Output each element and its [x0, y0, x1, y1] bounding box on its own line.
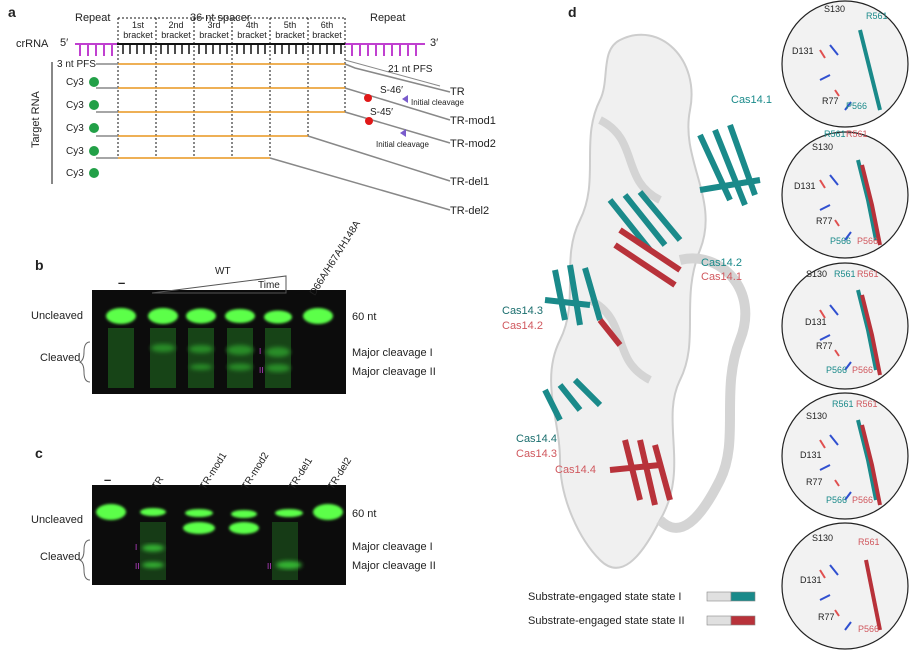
pfs21-label: 21 nt PFS: [388, 64, 433, 75]
repeat-right-label: Repeat: [370, 12, 406, 24]
initial-cleavage-2-label: Initial cleavage: [376, 140, 429, 149]
bracket-5-label: 5th bracket: [275, 20, 305, 40]
c-cleaved-label: Cleaved: [40, 551, 81, 563]
three-prime-label: 3′: [430, 37, 439, 49]
c-roman-1: I: [135, 543, 138, 552]
inset4-p566-a: P566: [826, 495, 848, 505]
inset3-r561-a: R561: [834, 269, 856, 279]
inset4-r561-b: R561: [856, 399, 878, 409]
inset4-d131: D131: [800, 450, 822, 460]
cas14-2-red-label: Cas14.2: [502, 320, 543, 332]
s46-label: S-46′: [380, 85, 403, 96]
inset3-r77: R77: [816, 341, 833, 351]
c-60nt-label: 60 nt: [352, 508, 377, 520]
b-wt-label: WT: [215, 266, 231, 277]
repeat-left-label: Repeat: [75, 12, 111, 24]
inset5-r77: R77: [818, 612, 835, 622]
panel-label-b: b: [35, 257, 44, 273]
cas14-3-red-label: Cas14.3: [516, 448, 557, 460]
cy3-label-4: Cy3: [66, 146, 84, 157]
c-lane-dash: –: [104, 472, 112, 487]
inset3-d131: D131: [805, 317, 827, 327]
inset2-s130: S130: [812, 142, 834, 152]
c-uncleaved-label: Uncleaved: [31, 514, 83, 526]
c-roman-2a: II: [135, 562, 140, 571]
inset2-p566-b: P566: [857, 236, 879, 246]
panel-label-d: d: [568, 4, 577, 20]
panel-label-c: c: [35, 445, 43, 461]
inset2-d131: D131: [794, 181, 816, 191]
bracket-1-label: 1st bracket: [123, 20, 153, 40]
b-major1-label: Major cleavage I: [352, 347, 433, 359]
spacer-label: 36 nt spacer: [190, 12, 251, 24]
s45-label: S-45′: [370, 107, 393, 118]
inset1-r561: R561: [866, 11, 888, 21]
cas14-4-red-label: Cas14.4: [555, 464, 596, 476]
five-prime-label: 5′: [60, 37, 69, 49]
b-major2-label: Major cleavage II: [352, 366, 436, 378]
cas14-3-teal-label: Cas14.3: [502, 305, 543, 317]
cy3-label-1: Cy3: [66, 77, 84, 88]
inset4-r561-a: R561: [832, 399, 854, 409]
bracket-3-label: 3rd bracket: [199, 20, 229, 40]
inset2-r77: R77: [816, 216, 833, 226]
inset1-s130: S130: [824, 4, 846, 14]
c-major1-label: Major cleavage I: [352, 541, 433, 553]
target-trmod2-label: TR-mod2: [450, 138, 496, 150]
cas14-1-top-label: Cas14.1: [731, 94, 772, 106]
inset5-r561: R561: [858, 537, 880, 547]
b-lane-dash: –: [118, 275, 126, 290]
b-roman-1: I: [259, 347, 262, 356]
target-rna-label: Target RNA: [30, 91, 42, 148]
bracket-4-label: 4th bracket: [237, 20, 267, 40]
inset2-r561-b: R561: [846, 129, 868, 139]
cy3-label-2: Cy3: [66, 100, 84, 111]
bracket-2-label: 2nd bracket: [161, 20, 191, 40]
cas14-1-red-label: Cas14.1: [701, 271, 742, 283]
inset2-p566-a: P566: [830, 236, 852, 246]
b-60nt-label: 60 nt: [352, 311, 377, 323]
crrna-label: crRNA: [16, 38, 49, 50]
inset1-r77: R77: [822, 96, 839, 106]
bracket-6-label: 6th bracket: [312, 20, 342, 40]
legend-state-2-label: Substrate-engaged state state II: [528, 615, 685, 627]
inset1-d131: D131: [792, 46, 814, 56]
pfs3-label: 3 nt PFS: [57, 59, 96, 70]
cas14-2-teal-label: Cas14.2: [701, 257, 742, 269]
inset4-p566-b: P566: [852, 495, 874, 505]
inset2-r561-a: R561: [824, 129, 846, 139]
b-time-label: Time: [258, 280, 280, 291]
inset5-p566: P566: [858, 624, 880, 634]
target-trdel1-label: TR-del1: [450, 176, 490, 188]
panel-label-a: a: [8, 4, 16, 20]
inset4-s130: S130: [806, 411, 828, 421]
b-roman-2: II: [259, 366, 264, 375]
inset3-s130: S130: [806, 269, 828, 279]
inset5-s130: S130: [812, 533, 834, 543]
inset4-r77: R77: [806, 477, 823, 487]
c-major2-label: Major cleavage II: [352, 560, 436, 572]
cy3-label-3: Cy3: [66, 123, 84, 134]
b-cleaved-label: Cleaved: [40, 352, 81, 364]
c-roman-2b: II: [267, 562, 272, 571]
legend-state-1-label: Substrate-engaged state state I: [528, 591, 682, 603]
target-tr-label: TR: [450, 86, 465, 98]
inset1-p566: P566: [846, 101, 868, 111]
inset3-p566-b: P566: [852, 365, 874, 375]
target-trmod1-label: TR-mod1: [450, 115, 496, 127]
initial-cleavage-1-label: Initial cleavage: [411, 98, 464, 107]
target-trdel2-label: TR-del2: [450, 205, 490, 217]
inset3-r561-b: R561: [857, 269, 879, 279]
inset5-d131: D131: [800, 575, 822, 585]
cy3-label-5: Cy3: [66, 168, 84, 179]
b-uncleaved-label: Uncleaved: [31, 310, 83, 322]
cas14-4-teal-label: Cas14.4: [516, 433, 557, 445]
inset3-p566-a: P566: [826, 365, 848, 375]
